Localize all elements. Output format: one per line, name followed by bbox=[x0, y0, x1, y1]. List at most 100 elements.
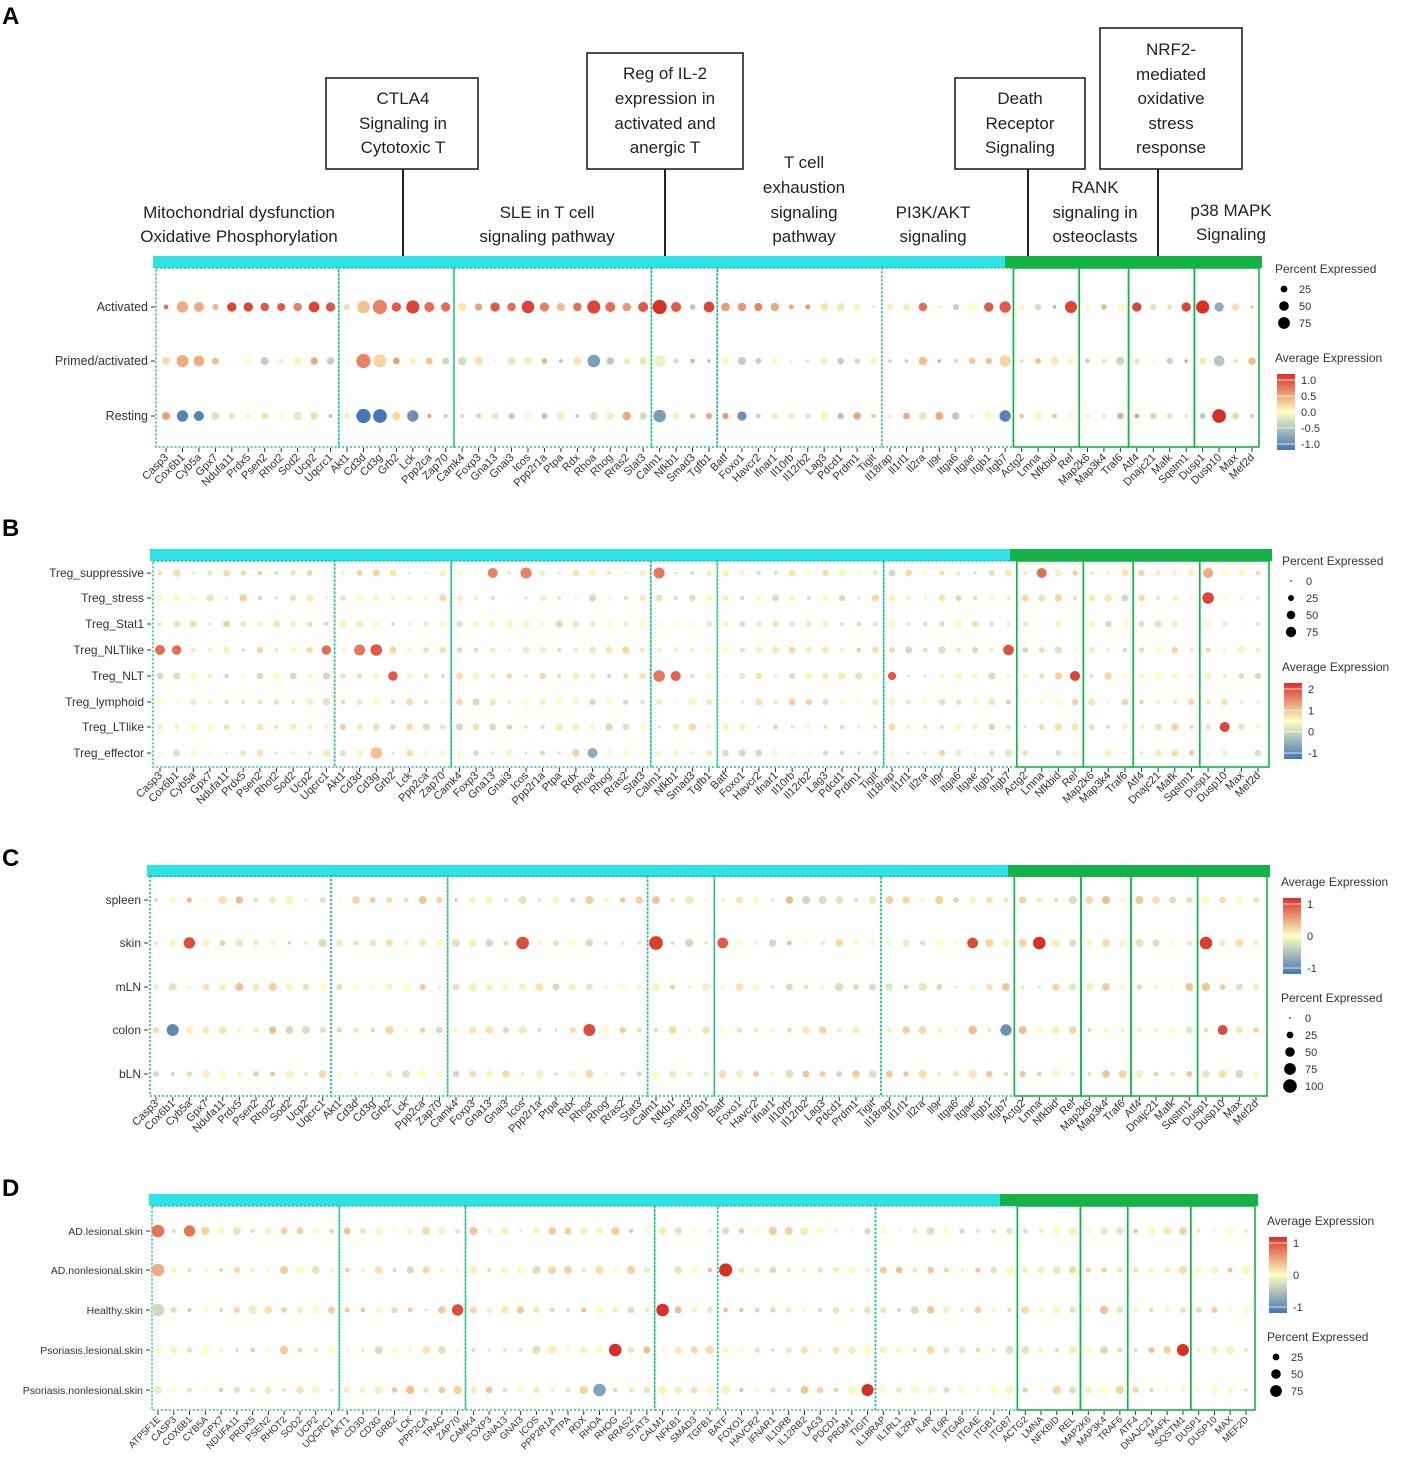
legend-size-dot bbox=[1288, 595, 1294, 601]
dot-mark bbox=[912, 1228, 918, 1234]
dot-mark bbox=[391, 1387, 398, 1393]
dot-mark bbox=[738, 749, 746, 757]
dot-mark bbox=[224, 673, 229, 679]
dot-mark bbox=[989, 622, 994, 626]
dot-mark bbox=[339, 620, 347, 628]
dot-mark bbox=[739, 647, 745, 653]
dot-mark bbox=[639, 569, 646, 577]
dot-mark bbox=[208, 751, 212, 755]
dot-mark bbox=[613, 1267, 618, 1273]
dot-mark bbox=[336, 1027, 342, 1033]
dot-mark bbox=[952, 303, 959, 311]
dot-mark bbox=[736, 1027, 743, 1033]
row-label: bLN bbox=[119, 1067, 141, 1081]
dot-mark bbox=[1235, 1070, 1244, 1078]
dot-mark bbox=[595, 1346, 604, 1354]
dot-mark bbox=[587, 747, 598, 759]
dot-mark bbox=[805, 698, 812, 706]
dot-mark bbox=[720, 898, 725, 902]
dot-mark bbox=[670, 941, 675, 945]
dot-mark bbox=[707, 1228, 712, 1234]
dot-mark bbox=[986, 983, 993, 991]
dot-mark bbox=[974, 1306, 982, 1314]
dot-mark bbox=[1036, 896, 1043, 904]
dot-mark bbox=[769, 939, 777, 947]
dot-mark bbox=[1121, 698, 1129, 706]
dot-mark bbox=[771, 646, 780, 654]
dot-mark bbox=[456, 647, 463, 653]
dot-mark bbox=[319, 1026, 326, 1034]
dot-mark bbox=[564, 1266, 572, 1274]
dot-mark bbox=[788, 646, 796, 654]
dot-mark bbox=[1195, 1306, 1202, 1314]
dot-mark bbox=[872, 698, 879, 706]
dot-mark bbox=[690, 1266, 698, 1274]
dot-mark bbox=[1232, 412, 1239, 420]
dot-mark bbox=[386, 896, 393, 904]
dot-mark bbox=[189, 672, 197, 680]
dot-mark bbox=[310, 357, 318, 365]
dot-mark bbox=[1199, 413, 1206, 419]
dot-mark bbox=[640, 750, 645, 756]
dot-mark bbox=[836, 1070, 843, 1078]
dot-mark bbox=[1036, 567, 1047, 579]
dot-mark bbox=[619, 983, 626, 991]
dot-mark bbox=[540, 724, 545, 730]
dot-mark bbox=[938, 594, 946, 602]
dot-mark bbox=[1022, 673, 1028, 679]
dot-mark bbox=[422, 1345, 431, 1355]
dot-mark bbox=[672, 723, 680, 731]
dot-mark bbox=[988, 570, 995, 576]
dot-mark bbox=[487, 1268, 492, 1272]
dot-mark bbox=[788, 413, 795, 419]
dot-mark bbox=[972, 646, 979, 654]
dot-mark bbox=[245, 358, 252, 364]
dot-mark bbox=[277, 412, 285, 420]
dot-mark bbox=[903, 984, 909, 990]
dot-mark bbox=[473, 647, 479, 653]
dot-mark bbox=[424, 1308, 428, 1312]
dot-mark bbox=[754, 1387, 760, 1393]
dot-mark bbox=[456, 594, 463, 602]
dot-mark bbox=[955, 749, 962, 757]
row-label: Treg_Stat1 bbox=[85, 617, 144, 631]
dot-mark bbox=[622, 723, 630, 731]
dot-mark bbox=[623, 699, 629, 705]
dot-mark bbox=[256, 749, 264, 757]
dot-mark bbox=[955, 723, 962, 731]
dot-mark bbox=[280, 1265, 289, 1275]
dot-mark bbox=[1121, 673, 1128, 679]
dot-mark bbox=[1019, 413, 1024, 419]
row-label: Treg_NLTlike bbox=[73, 643, 144, 657]
dot-mark bbox=[1101, 1267, 1107, 1273]
dot-mark bbox=[327, 1306, 335, 1314]
dot-mark bbox=[868, 896, 877, 904]
dot-mark bbox=[672, 621, 679, 627]
dot-mark bbox=[1089, 674, 1094, 678]
dot-mark bbox=[152, 1026, 160, 1034]
dot-mark bbox=[1186, 896, 1193, 904]
dot-mark bbox=[455, 1267, 460, 1273]
dot-mark bbox=[339, 749, 347, 757]
dot-mark bbox=[519, 983, 527, 991]
pathway-label-line: SLE in T cell bbox=[500, 203, 595, 222]
dot-mark bbox=[1116, 1306, 1124, 1314]
legend-title-percent: Percent Expressed bbox=[1267, 1330, 1368, 1344]
legend-size-dot bbox=[1279, 301, 1289, 311]
dot-mark bbox=[233, 1266, 240, 1274]
dot-mark bbox=[373, 673, 380, 679]
dot-mark bbox=[1221, 750, 1228, 756]
pathway-label-line: RANK bbox=[1071, 178, 1119, 197]
dot-mark bbox=[490, 302, 500, 312]
dot-mark bbox=[952, 412, 960, 420]
dot-mark bbox=[1171, 646, 1178, 654]
dot-mark bbox=[1085, 896, 1094, 904]
dot-mark bbox=[506, 724, 513, 730]
dot-mark bbox=[557, 674, 562, 678]
dot-mark bbox=[303, 1071, 309, 1077]
dot-mark bbox=[1005, 1266, 1014, 1274]
dot-mark bbox=[989, 1386, 998, 1394]
dot-mark bbox=[926, 1386, 935, 1394]
dot-mark bbox=[250, 1347, 255, 1353]
dot-mark bbox=[1152, 939, 1160, 947]
